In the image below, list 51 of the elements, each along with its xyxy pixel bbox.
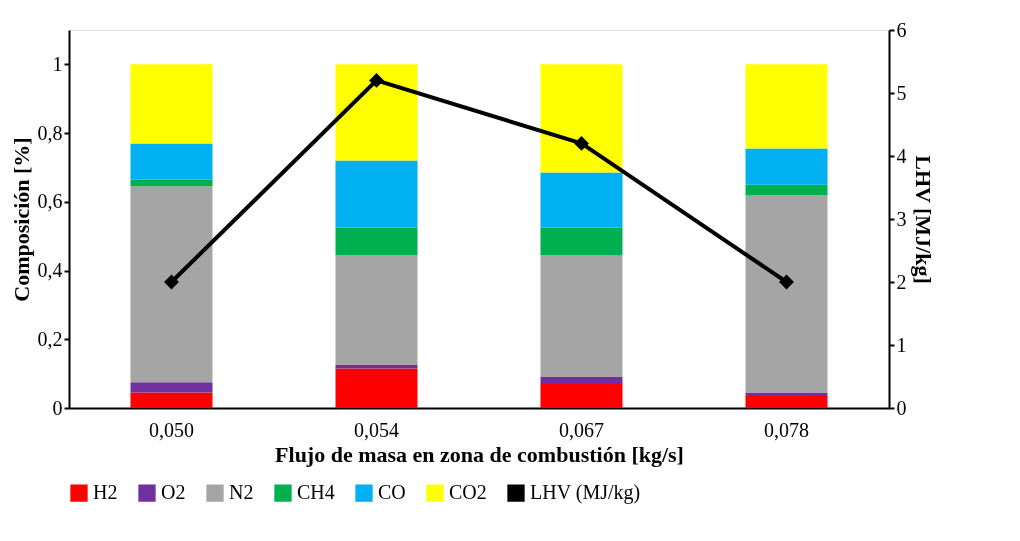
bar	[130, 392, 213, 408]
y-tick-label: 0,8	[37, 121, 63, 144]
y2-tick-label: 1	[896, 333, 907, 356]
bar	[130, 143, 213, 180]
bar	[335, 160, 418, 228]
x-tick-label: 0,054	[354, 418, 399, 441]
bar	[745, 395, 828, 408]
y-tick-label: 0,6	[37, 190, 63, 213]
bar	[130, 382, 213, 393]
y-tick-label: 0	[52, 396, 63, 419]
bar	[335, 368, 418, 408]
bar	[540, 383, 623, 408]
bar	[745, 148, 828, 185]
x-tick-label: 0,050	[149, 418, 194, 441]
y-tick-label: 0,4	[37, 259, 63, 282]
bar	[335, 255, 418, 366]
x-axis-title: Flujo de masa en zona de combustión [kg/s]	[275, 441, 684, 467]
x-tick-label: 0,067	[559, 418, 604, 441]
bar	[745, 194, 828, 393]
legend-label: CH4	[297, 481, 335, 504]
legend-label: CO2	[449, 481, 487, 504]
y2-tick-label: 5	[896, 81, 907, 104]
bar	[130, 186, 213, 383]
bar	[335, 227, 418, 256]
point	[369, 72, 384, 88]
y2-tick-label: 2	[896, 270, 907, 293]
point	[574, 135, 589, 151]
bar	[540, 255, 623, 378]
legend-label: N2	[229, 481, 254, 504]
y-axis-title: Composición [%]	[8, 137, 34, 302]
bar	[130, 179, 213, 187]
y2-tick-label: 6	[896, 18, 907, 41]
y2-tick-label: 4	[896, 144, 907, 167]
bar	[540, 227, 623, 256]
y-tick-label: 1	[52, 52, 63, 75]
y2-tick-label: 0	[896, 396, 907, 419]
bar	[130, 64, 213, 144]
bar	[335, 64, 418, 161]
legend-label: CO	[378, 481, 406, 504]
y2-axis-title: LHV [MJ/kg]	[910, 155, 936, 284]
y-tick-label: 0,2	[37, 327, 63, 350]
bar	[745, 184, 828, 195]
legend-label: O2	[161, 481, 186, 504]
y2-tick-label: 3	[896, 207, 907, 230]
bar	[745, 64, 828, 149]
bar	[540, 64, 623, 173]
bar	[540, 377, 623, 384]
bar	[540, 172, 623, 228]
x-tick-label: 0,078	[764, 418, 809, 441]
legend-label: LHV (MJ/kg)	[530, 481, 641, 505]
legend-label: H2	[93, 481, 118, 504]
